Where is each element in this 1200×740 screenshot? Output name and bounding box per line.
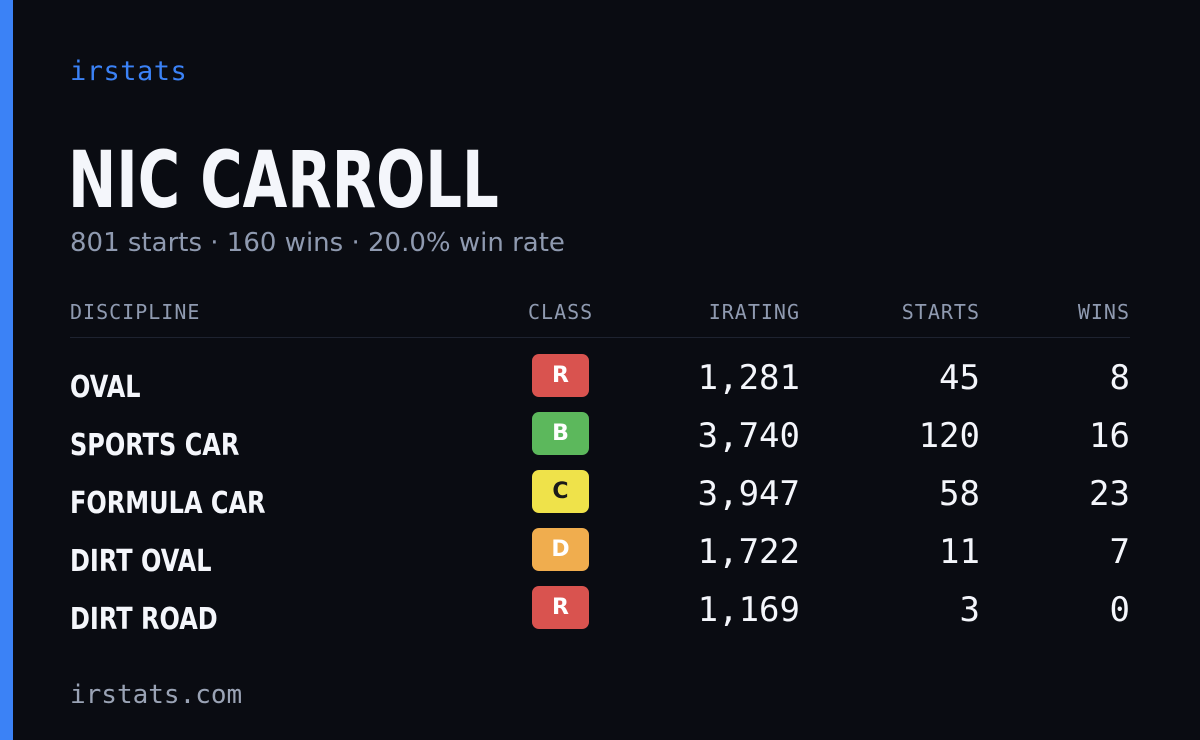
- table-row: DIRT ROAD R 1,169 3 0: [70, 586, 1130, 644]
- footer-url: irstats.com: [70, 680, 243, 710]
- wins-value: 16: [1089, 416, 1130, 456]
- table-row: FORMULA CAR C 3,947 58 23: [70, 470, 1130, 528]
- header-class: CLASS: [528, 300, 594, 324]
- discipline-label: DIRT ROAD: [70, 602, 218, 637]
- table-header: DISCIPLINE CLASS IRATING STARTS WINS: [70, 298, 1130, 338]
- starts-value: 58: [939, 474, 980, 514]
- irating-value: 1,169: [697, 590, 800, 630]
- header-starts: STARTS: [901, 300, 980, 324]
- irating-value: 3,947: [697, 474, 800, 514]
- table-row: OVAL R 1,281 45 8: [70, 354, 1130, 412]
- discipline-label: DIRT OVAL: [70, 544, 212, 579]
- brand-logo-text: irstats: [70, 56, 188, 87]
- license-class-badge: B: [532, 412, 589, 455]
- table-body: OVAL R 1,281 45 8 SPORTS CAR B 3,740 120 16 FORMUL…: [70, 338, 1130, 644]
- discipline-label: OVAL: [70, 370, 141, 405]
- irating-value: 1,281: [697, 358, 800, 398]
- starts-value: 11: [939, 532, 980, 572]
- starts-value: 120: [918, 416, 980, 456]
- discipline-label: FORMULA CAR: [70, 486, 266, 521]
- driver-summary: 801 starts · 160 wins · 20.0% win rate: [70, 228, 565, 258]
- header-irating: IRATING: [708, 300, 800, 324]
- starts-value: 3: [959, 590, 980, 630]
- accent-bar: [0, 0, 13, 740]
- table-row: DIRT OVAL D 1,722 11 7: [70, 528, 1130, 586]
- license-class-badge: R: [532, 354, 589, 397]
- wins-value: 7: [1109, 532, 1130, 572]
- starts-value: 45: [939, 358, 980, 398]
- header-discipline: DISCIPLINE: [70, 300, 201, 324]
- driver-name: NIC CARROLL: [68, 136, 499, 226]
- irating-value: 3,740: [697, 416, 800, 456]
- table-row: SPORTS CAR B 3,740 120 16: [70, 412, 1130, 470]
- irating-value: 1,722: [697, 532, 800, 572]
- discipline-label: SPORTS CAR: [70, 428, 240, 463]
- header-wins: WINS: [1077, 300, 1130, 324]
- wins-value: 8: [1109, 358, 1130, 398]
- license-class-badge: R: [532, 586, 589, 629]
- stats-table: DISCIPLINE CLASS IRATING STARTS WINS OVA…: [70, 298, 1130, 644]
- license-class-badge: D: [532, 528, 589, 571]
- wins-value: 23: [1089, 474, 1130, 514]
- license-class-badge: C: [532, 470, 589, 513]
- wins-value: 0: [1109, 590, 1130, 630]
